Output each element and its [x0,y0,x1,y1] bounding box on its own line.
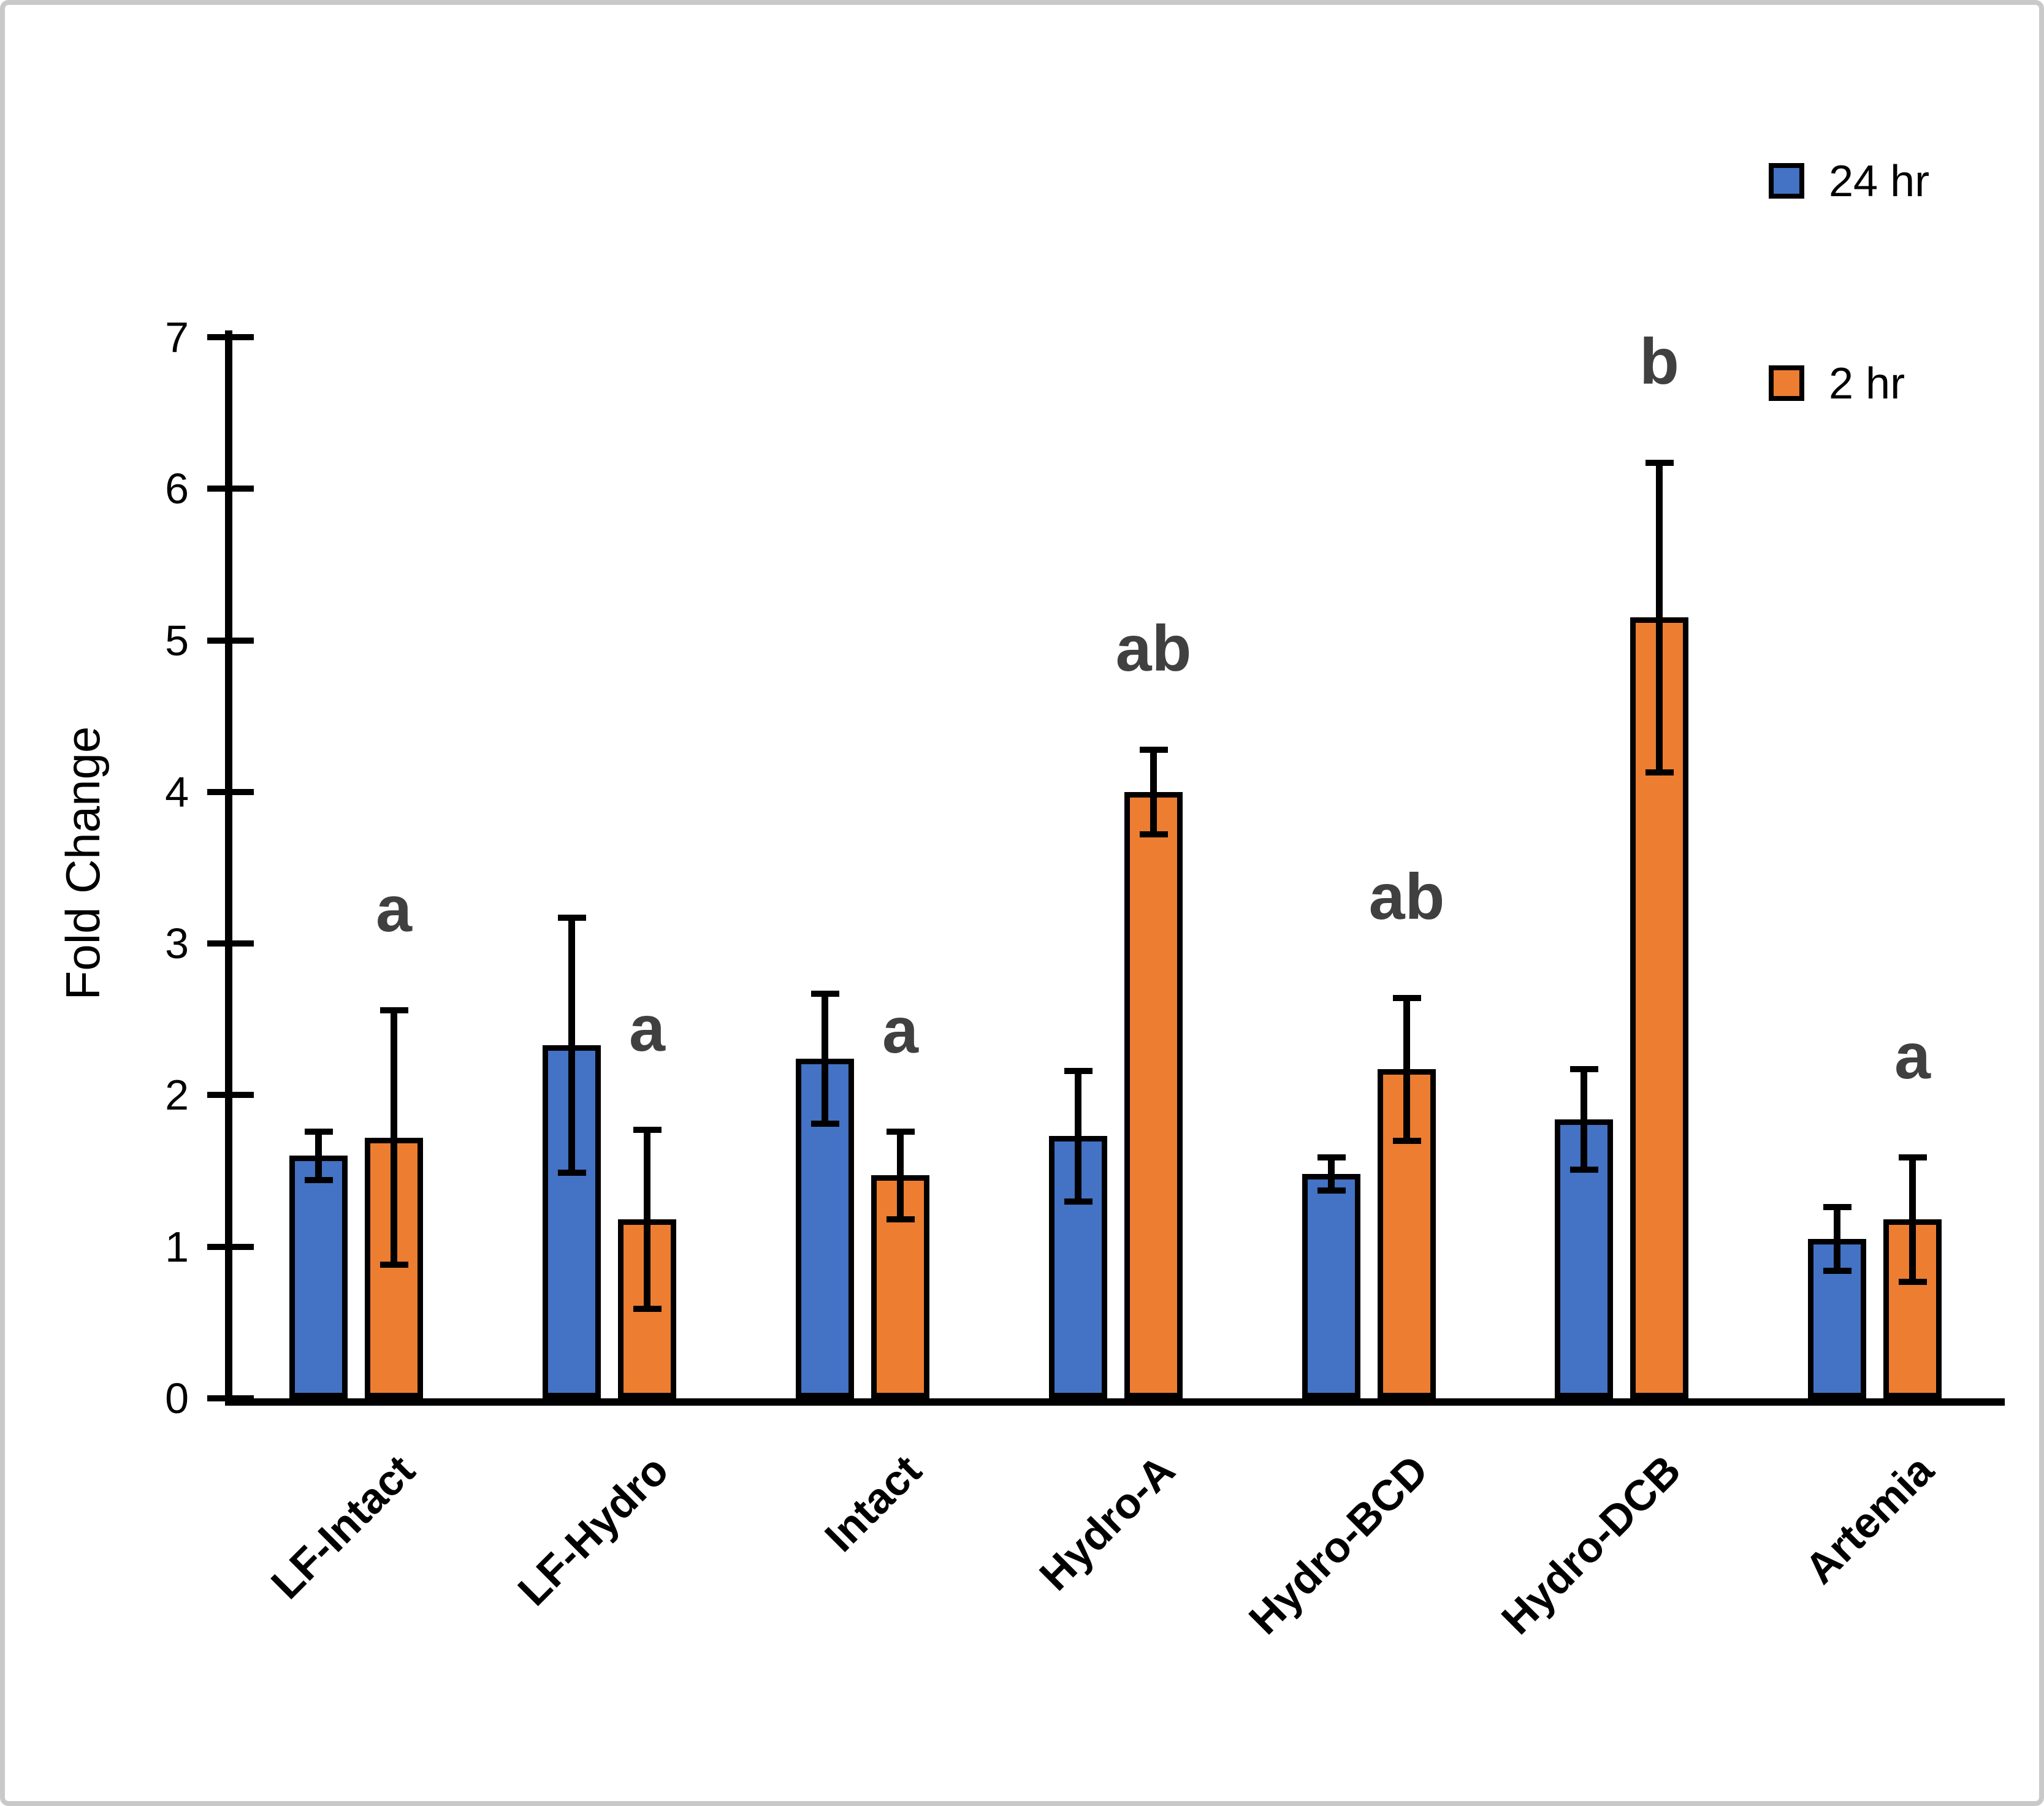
plot-area: 0 1 2 3 4 5 6 7 a a a ab ab b a LF-Intact LF-Hydro Intact… [5,5,2039,1801]
error-bar-line [897,1131,904,1220]
error-bar-line [1075,1070,1081,1202]
error-bar-line [1581,1069,1587,1170]
error-bar-line [568,918,575,1173]
error-bar-cap-bottom [1317,1187,1346,1194]
y-axis-tick-label: 0 [165,1374,189,1422]
error-bar-line [315,1131,322,1180]
legend-label-2hr: 2 hr [1829,359,1905,408]
significance-letter: b [1639,326,1679,398]
legend-swatch-24hr [1769,163,1804,199]
x-category-label: Hydro-BCD [1239,1446,1437,1644]
y-axis-tick [207,486,254,492]
y-axis-tick [207,333,254,340]
legend-swatch-2hr [1769,365,1804,401]
y-axis-line [225,330,232,1406]
bar-2hr-Hydro-A [1124,791,1183,1398]
error-bar-cap-top [633,1127,662,1134]
y-axis-tick [207,1243,254,1250]
error-bar-cap-bottom [886,1216,915,1223]
y-axis-tick-label: 4 [165,768,189,816]
error-bar-cap-bottom [1569,1166,1598,1173]
bar-2hr-Hydro-BCD [1378,1069,1436,1398]
error-bar-cap-bottom [1645,769,1674,775]
error-bar-cap-top [886,1128,915,1135]
y-axis-tick-label: 6 [165,465,189,513]
significance-letter: ab [1115,612,1192,685]
y-axis-tick [207,788,254,795]
x-category-label: Intact [815,1446,931,1561]
error-bar-cap-top [1645,460,1674,467]
error-bar-cap-top [304,1128,333,1135]
x-category-label: Artemia [1796,1446,1943,1593]
error-bar-cap-bottom [633,1306,662,1313]
significance-letter: ab [1368,861,1445,934]
error-bar-line [1909,1157,1916,1282]
y-axis-tick-label: 2 [165,1071,189,1119]
error-bar-cap-bottom [810,1121,839,1127]
error-bar-cap-top [1317,1154,1346,1160]
y-axis-tick-label: 3 [165,920,189,968]
x-category-label: LF-Intact [262,1446,424,1608]
error-bar-cap-top [1569,1066,1598,1073]
error-bar-cap-top [1392,995,1421,1002]
error-bar-line [1834,1207,1840,1271]
y-axis-tick [207,940,254,947]
x-axis-line [225,1398,2005,1406]
error-bar-cap-bottom [304,1176,333,1183]
error-bar-cap-top [379,1007,408,1013]
error-bar-cap-bottom [1823,1268,1851,1274]
significance-letter: a [376,872,412,945]
error-bar-line [1328,1157,1335,1191]
error-bar-line [1403,998,1410,1141]
bar-24hr-Intact [796,1059,854,1398]
error-bar-cap-bottom [1064,1198,1093,1205]
error-bar-line [391,1010,397,1265]
bar-24hr-LF-Hydro [543,1045,601,1398]
significance-letter: a [1894,1019,1931,1092]
error-bar-cap-top [810,990,839,997]
error-bar-cap-bottom [1392,1137,1421,1144]
error-bar-cap-top [1898,1154,1927,1160]
error-bar-cap-top [1064,1067,1093,1074]
y-axis-tick-label: 7 [165,313,189,361]
y-axis-tick [207,1395,254,1401]
error-bar-line [1150,749,1157,835]
bar-24hr-Hydro-BCD [1302,1173,1360,1398]
error-bar-cap-bottom [1139,831,1168,838]
bar-2hr-Intact [871,1175,929,1398]
error-bar-cap-bottom [1898,1278,1927,1285]
y-axis-tick [207,1092,254,1099]
significance-letter: a [629,993,665,1065]
significance-letter: a [882,994,918,1067]
error-bar-line [1656,463,1663,772]
error-bar-cap-bottom [379,1262,408,1268]
x-category-label: Hydro-DCB [1492,1446,1690,1644]
y-axis-tick-label: 1 [165,1222,189,1271]
error-bar-cap-bottom [557,1169,586,1176]
error-bar-cap-top [1139,746,1168,753]
error-bar-cap-top [557,915,586,921]
x-category-label: Hydro-A [1030,1446,1184,1600]
y-axis-tick [207,637,254,644]
y-axis-tick-label: 5 [165,616,189,665]
x-category-label: LF-Hydro [508,1446,677,1615]
error-bar-cap-top [1823,1204,1851,1211]
bar-24hr-LF-Intact [289,1156,348,1398]
error-bar-line [644,1130,650,1309]
error-bar-line [822,993,828,1124]
legend-label-24hr: 24 hr [1829,157,1930,206]
